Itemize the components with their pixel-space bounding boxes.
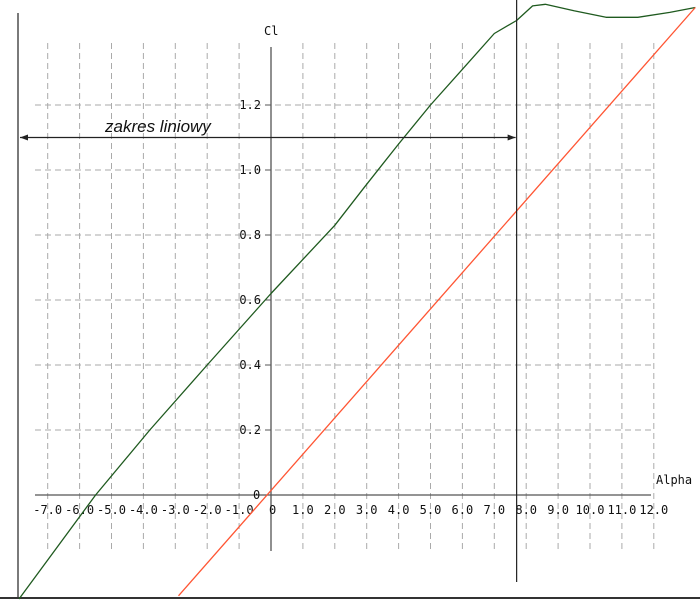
cl-curve-line — [18, 3, 696, 600]
y-axis-label: Cl — [264, 24, 278, 38]
linear-theory-line — [178, 7, 696, 597]
y-tick-label: 1.2 — [239, 98, 261, 112]
x-tick-label: -1.0 — [225, 503, 254, 517]
arrow-head-right-icon — [507, 134, 516, 141]
x-tick-label: -6.0 — [65, 503, 94, 517]
x-tick-label: -4.0 — [129, 503, 158, 517]
linear-range-label: zakres liniowy — [104, 117, 212, 136]
x-tick-label: 12.0 — [639, 503, 668, 517]
y-tick-label: 0.2 — [239, 423, 261, 437]
grid — [35, 43, 655, 551]
x-tick-label: 1.0 — [292, 503, 314, 517]
x-tick-label: 4.0 — [388, 503, 410, 517]
x-tick-label: 5.0 — [420, 503, 442, 517]
x-tick-label: 8.0 — [515, 503, 537, 517]
x-tick-label: 10.0 — [576, 503, 605, 517]
series — [18, 3, 696, 600]
arrow-head-left-icon — [19, 134, 28, 141]
x-tick-label: 2.0 — [324, 503, 346, 517]
x-tick-label: 0 — [269, 503, 276, 517]
x-tick-label: -3.0 — [161, 503, 190, 517]
y-tick-label: 0.4 — [239, 358, 261, 372]
x-tick-label: 11.0 — [607, 503, 636, 517]
x-tick-label: -2.0 — [193, 503, 222, 517]
y-tick-label: 1.0 — [239, 163, 261, 177]
annotations — [19, 0, 518, 582]
tick-labels: -7.0 -6.0 -5.0 -4.0 -3.0 -2.0 -1.0 0 1.0 2.0 3.0 4.… — [33, 98, 668, 517]
x-tick-label: 6.0 — [452, 503, 474, 517]
y-tick-label: 0.6 — [239, 293, 261, 307]
axes — [0, 13, 700, 599]
x-tick-label: -5.0 — [97, 503, 126, 517]
x-tick-label: -7.0 — [33, 503, 62, 517]
origin-label: 0 — [253, 488, 260, 502]
x-tick-label: 9.0 — [547, 503, 569, 517]
y-tick-label: 0.8 — [239, 228, 261, 242]
x-axis-label: Alpha — [656, 473, 692, 487]
x-tick-label: 7.0 — [483, 503, 505, 517]
x-tick-label: 3.0 — [356, 503, 378, 517]
